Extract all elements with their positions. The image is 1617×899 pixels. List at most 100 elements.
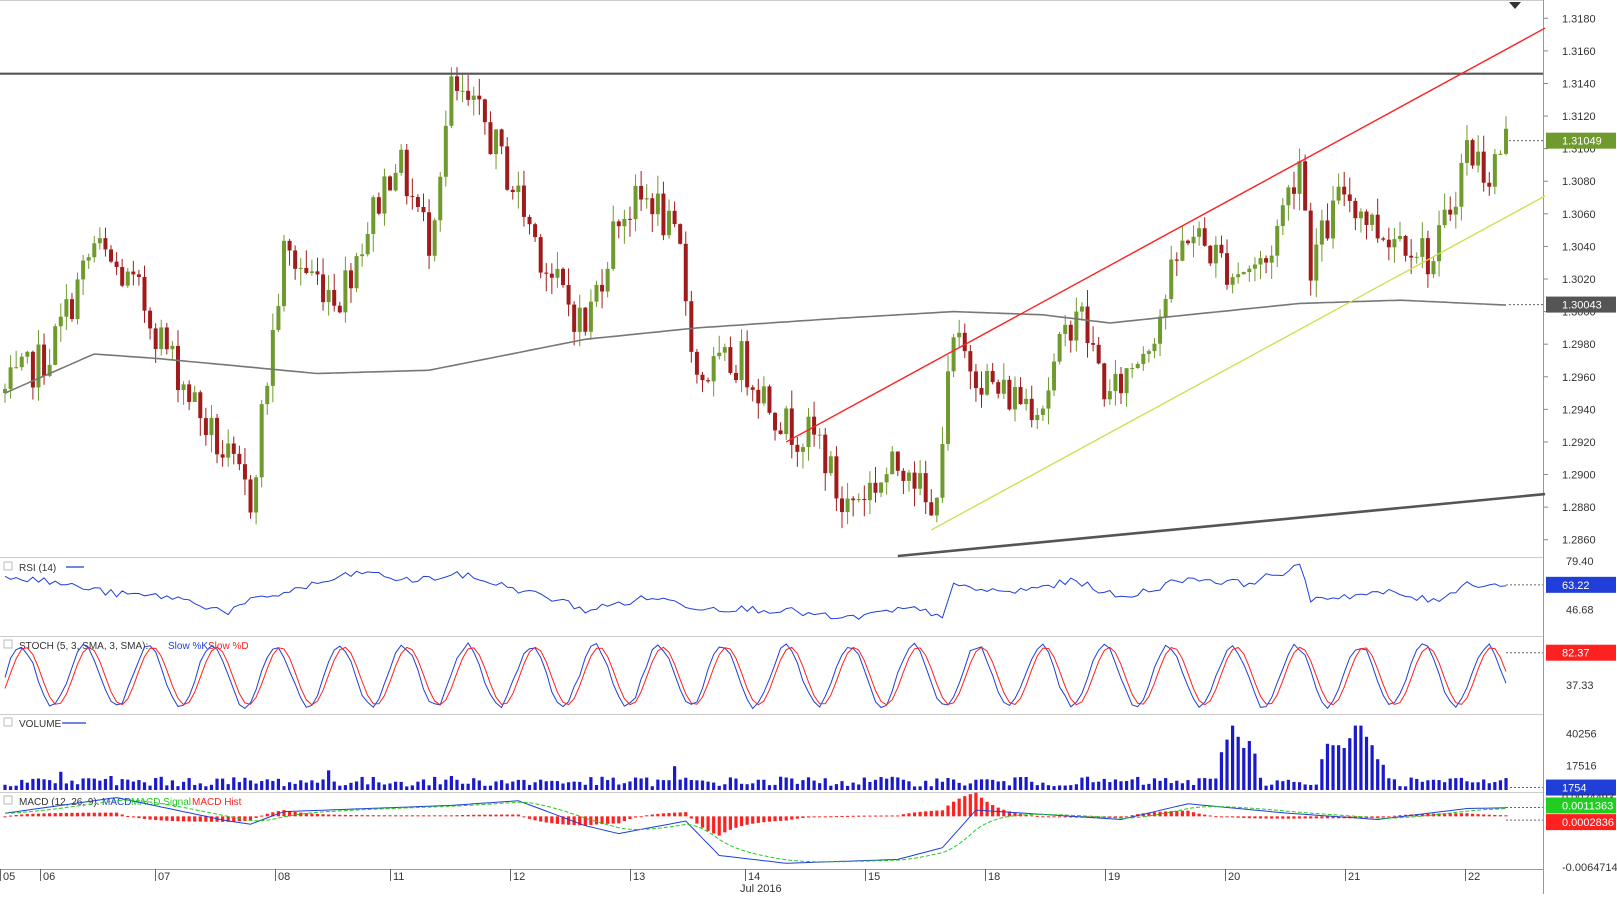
volume-bar[interactable] (310, 780, 314, 790)
macd-hist-bar[interactable] (862, 815, 866, 817)
macd-hist-bar[interactable] (500, 814, 504, 817)
bear-candle[interactable] (901, 468, 906, 495)
macd-hist-bar[interactable] (1281, 816, 1285, 819)
macd-hist-bar[interactable] (488, 814, 493, 817)
macd-hist-bar[interactable] (823, 816, 827, 818)
macd-hist-bar[interactable] (1013, 812, 1017, 817)
volume-bar[interactable] (1465, 781, 1469, 790)
bear-candle[interactable] (1185, 239, 1190, 246)
bear-candle[interactable] (248, 475, 253, 519)
volume-bar[interactable] (790, 778, 794, 790)
macd-hist-bar[interactable] (260, 815, 264, 817)
bull-candle[interactable] (1392, 228, 1397, 263)
bull-candle[interactable] (1453, 191, 1458, 229)
bear-candle[interactable] (376, 192, 381, 216)
bear-candle[interactable] (1264, 255, 1269, 274)
macd-hist-bar[interactable] (1007, 811, 1011, 817)
macd-hist-bar[interactable] (388, 815, 392, 817)
bear-candle[interactable] (1364, 209, 1369, 240)
macd-hist-bar[interactable] (656, 813, 660, 817)
volume-bar[interactable] (293, 783, 297, 790)
bull-candle[interactable] (1107, 379, 1112, 405)
bull-candle[interactable] (259, 399, 264, 488)
macd-hist-bar[interactable] (1035, 815, 1039, 817)
volume-bar[interactable] (1437, 780, 1441, 790)
volume-bar[interactable] (1448, 778, 1452, 790)
bull-candle[interactable] (884, 467, 889, 495)
macd-hist-bar[interactable] (1069, 816, 1073, 818)
macd-hist-bar[interactable] (265, 813, 269, 817)
bull-candle[interactable] (19, 352, 24, 371)
macd-line[interactable] (4, 797, 1507, 864)
macd-hist-bar[interactable] (1030, 815, 1034, 817)
macd-signal-line[interactable] (4, 799, 1507, 863)
volume-bar[interactable] (98, 780, 102, 790)
bear-candle[interactable] (1219, 235, 1224, 258)
bull-candle[interactable] (1459, 153, 1464, 221)
macd-hist-bar[interactable] (1208, 815, 1212, 817)
volume-bar[interactable] (511, 781, 515, 790)
volume-bar[interactable] (488, 785, 493, 790)
volume-bar[interactable] (1459, 777, 1463, 790)
macd-hist-bar[interactable] (287, 811, 292, 817)
volume-bar[interactable] (1392, 779, 1397, 790)
macd-hist-bar[interactable] (779, 816, 783, 821)
bull-candle[interactable] (75, 272, 80, 325)
macd-hist-bar[interactable] (193, 816, 197, 822)
volume-bar[interactable] (957, 782, 961, 790)
volume-bar[interactable] (1281, 781, 1285, 790)
volume-bar[interactable] (550, 780, 554, 790)
volume-bar[interactable] (678, 779, 682, 790)
bull-candle[interactable] (1141, 346, 1146, 371)
bear-candle[interactable] (600, 269, 605, 309)
volume-bar[interactable] (1102, 778, 1106, 790)
macd-hist-bar[interactable] (639, 816, 643, 818)
bear-candle[interactable] (1174, 252, 1179, 276)
macd-hist-bar[interactable] (427, 815, 431, 817)
macd-hist-bar[interactable] (896, 815, 900, 817)
bear-candle[interactable] (756, 378, 761, 419)
volume-bar[interactable] (823, 778, 827, 790)
macd-hist-bar[interactable] (1119, 816, 1123, 819)
bull-candle[interactable] (985, 363, 990, 396)
volume-bar[interactable] (416, 781, 420, 790)
volume-bar[interactable] (299, 780, 303, 790)
channel-upper-trendline[interactable] (785, 27, 1546, 443)
macd-hist-bar[interactable] (321, 814, 325, 817)
macd-hist-bar[interactable] (204, 816, 208, 822)
macd-hist-bar[interactable] (360, 815, 364, 817)
bull-candle[interactable] (1158, 309, 1163, 357)
volume-bar[interactable] (1052, 786, 1056, 790)
macd-hist-bar[interactable] (1169, 811, 1173, 817)
macd-hist-bar[interactable] (349, 814, 353, 817)
macd-hist-bar[interactable] (661, 813, 666, 817)
macd-hist-bar[interactable] (1353, 816, 1357, 819)
bull-candle[interactable] (1079, 302, 1084, 321)
bull-candle[interactable] (1012, 376, 1017, 422)
bull-candle[interactable] (399, 144, 404, 176)
bull-candle[interactable] (1074, 297, 1079, 352)
macd-hist-bar[interactable] (622, 816, 626, 821)
bull-candle[interactable] (326, 275, 331, 316)
macd-hist-bar[interactable] (1024, 814, 1028, 817)
bear-candle[interactable] (510, 186, 515, 200)
bear-candle[interactable] (304, 250, 309, 275)
volume-bar[interactable] (248, 780, 253, 790)
macd-hist-bar[interactable] (806, 816, 811, 818)
volume-bar[interactable] (522, 779, 526, 790)
macd-hist-bar[interactable] (1219, 816, 1224, 818)
volume-bar[interactable] (276, 778, 281, 790)
macd-hist-bar[interactable] (92, 812, 96, 817)
bull-candle[interactable] (1252, 257, 1257, 282)
volume-bar[interactable] (516, 779, 520, 790)
bull-candle[interactable] (254, 474, 259, 525)
volume-bar[interactable] (801, 780, 805, 790)
bear-candle[interactable] (1375, 198, 1380, 243)
bull-candle[interactable] (739, 329, 744, 393)
volume-pane[interactable]: VOLUME (3, 717, 1543, 790)
macd-hist-bar[interactable] (1415, 814, 1419, 817)
macd-hist-bar[interactable] (354, 815, 359, 817)
macd-hist-bar[interactable] (829, 816, 833, 818)
bear-candle[interactable] (683, 231, 688, 316)
